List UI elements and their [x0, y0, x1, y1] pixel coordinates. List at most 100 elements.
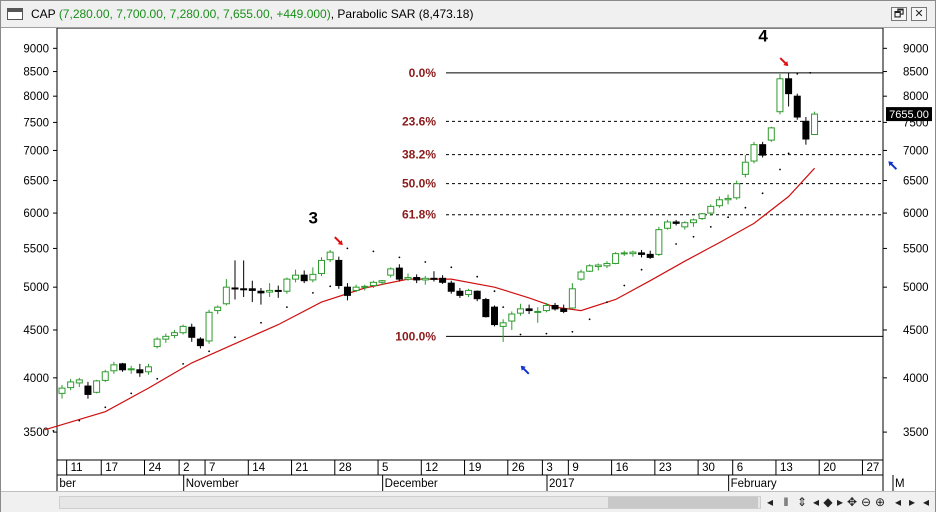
y-tick-label-left: 5000: [23, 282, 49, 294]
pause-button[interactable]: ‖: [779, 494, 793, 510]
diamond-icon: ◆: [823, 495, 833, 509]
fibonacci-retracement[interactable]: 0.0% 23.6% 38.2% 50.0% 61.8% 100.0%: [395, 66, 883, 344]
candle-body: [664, 221, 671, 229]
x-tick-label: 11: [71, 462, 83, 474]
zoom-in-button[interactable]: ⊕: [873, 494, 887, 510]
step-forward-button[interactable]: ▸: [833, 494, 847, 510]
sar-dot: [502, 306, 505, 308]
y-tick-label-left: 9000: [23, 43, 49, 55]
candle-body: [326, 251, 334, 261]
candle-body: [577, 271, 585, 280]
candle: [205, 309, 213, 344]
candle: [387, 267, 395, 278]
scroll-end-button[interactable]: ◂: [919, 494, 933, 510]
candle: [698, 213, 706, 220]
candle-body: [560, 308, 568, 312]
candle-body: [93, 380, 101, 393]
candle: [750, 141, 758, 164]
pan-button[interactable]: ✥: [845, 494, 859, 510]
y-tick-label-right: 5500: [903, 243, 929, 255]
vertical-scale-button[interactable]: ⇕: [795, 494, 809, 510]
x-tick-label: 24: [149, 462, 162, 474]
scroll-next-button[interactable]: ▸: [905, 494, 919, 510]
candle-body: [655, 229, 663, 255]
x-tick-label: 7: [209, 462, 215, 474]
price-chart[interactable]: 3500 3500 4000 4000 4500 4500 5000 5000 5500 5500…: [1, 28, 935, 491]
sar-dot: [761, 192, 764, 195]
x-tick-label: 16: [616, 462, 629, 474]
candle: [811, 111, 819, 136]
sar-dot: [78, 419, 81, 422]
candle-body: [672, 221, 680, 224]
candle-body: [759, 144, 767, 156]
fib-level-label: 100.0%: [395, 329, 436, 343]
candle-body: [231, 287, 239, 290]
y-tick-label-right: 4500: [903, 325, 929, 337]
y-tick-label-left: 6500: [23, 176, 49, 188]
y-tick-label-left: 6000: [23, 208, 49, 220]
candle: [603, 261, 611, 269]
chart-scrollbar[interactable]: ◂ ‖ ⇕ ◂ ◆ ▸ ✥ ⊖ ⊕ ◂ ▸ ◂: [1, 491, 935, 512]
candle: [646, 250, 654, 259]
candle-body: [715, 199, 723, 207]
y-tick-label-left: 4000: [23, 373, 49, 385]
candle-body: [465, 289, 473, 296]
sar-dot: [623, 284, 626, 287]
x-tick-label: 26: [512, 462, 525, 474]
scroll-thumb[interactable]: [608, 497, 758, 508]
x-tick-label: 21: [296, 462, 309, 474]
blue-arrow-icon: [888, 161, 898, 170]
candle-body: [447, 282, 455, 292]
scroll-left-button[interactable]: ◂: [763, 494, 777, 510]
candle-body: [586, 265, 594, 272]
candle: [508, 311, 516, 330]
candle-body: [689, 219, 697, 224]
red-arrow-icon: [779, 57, 789, 67]
zoom-out-button[interactable]: ⊖: [859, 494, 873, 510]
center-button[interactable]: ◆: [821, 494, 835, 510]
candle: [240, 260, 248, 298]
wave-label: 4: [758, 28, 768, 46]
arrow-end-icon: ◂: [922, 495, 930, 509]
candle-body: [110, 364, 118, 372]
restore-window-button[interactable]: 🗗: [891, 7, 907, 21]
sar-dot: [796, 73, 799, 75]
candle: [162, 333, 170, 343]
scroll-prev-button[interactable]: ◂: [891, 494, 905, 510]
candle: [767, 126, 775, 142]
y-tick-label-right: 4000: [903, 373, 929, 385]
candle-body: [525, 308, 533, 312]
candle-body: [646, 253, 654, 258]
candle-body: [188, 326, 196, 338]
candle: [318, 257, 325, 276]
x-tick-label: 30: [702, 462, 715, 474]
candle: [274, 285, 282, 298]
step-back-button[interactable]: ◂: [809, 494, 823, 510]
candle: [439, 275, 447, 284]
candle-body: [551, 304, 559, 310]
candle: [542, 302, 550, 313]
candle: [248, 280, 256, 303]
candle: [352, 284, 360, 293]
candle: [300, 270, 308, 284]
candle: [594, 263, 602, 271]
month-label: February: [731, 478, 777, 490]
sar-dot: [675, 243, 677, 245]
candle: [292, 269, 300, 283]
y-tick-label-left: 7000: [23, 145, 49, 157]
close-icon: ✕: [914, 8, 924, 20]
last-price-box: [886, 107, 932, 122]
window-icon[interactable]: [7, 8, 23, 20]
scroll-track[interactable]: [59, 496, 761, 509]
candle: [231, 260, 239, 300]
candle: [620, 250, 628, 256]
candle: [179, 324, 187, 335]
candle-body: [508, 313, 516, 322]
close-window-button[interactable]: ✕: [911, 7, 927, 21]
sar-dot: [182, 363, 185, 365]
candle-body: [612, 253, 620, 264]
candle: [395, 264, 403, 282]
sar-dot: [450, 266, 453, 269]
x-tick-label: 12: [425, 462, 438, 474]
